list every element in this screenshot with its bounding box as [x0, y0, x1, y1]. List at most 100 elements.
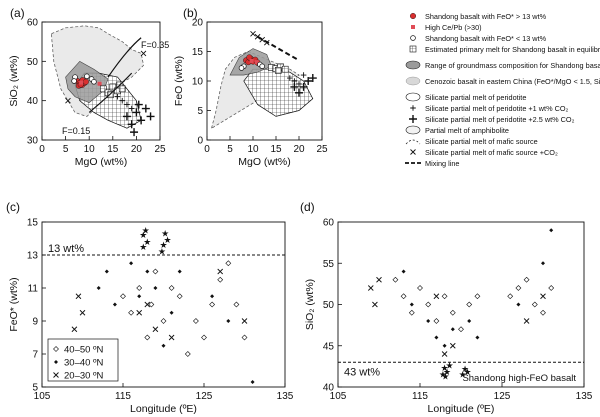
data-point	[259, 63, 265, 69]
data-point: ★	[164, 235, 172, 245]
data-point	[259, 36, 266, 43]
plot-frame	[41, 21, 161, 141]
data-point	[295, 88, 303, 97]
data-point	[201, 334, 207, 341]
y-tick-label: 40	[323, 383, 335, 394]
annotation-f-035: F=0.35	[141, 40, 169, 50]
data-point	[176, 293, 183, 300]
legend-item: 30–40 ºN	[64, 358, 104, 369]
x-axis-label: MgO (wt%)	[238, 156, 291, 168]
y-axis-label: FeO (wt%)	[173, 56, 185, 106]
data-point	[523, 276, 530, 283]
series-40-50-n	[120, 260, 248, 357]
data-point	[287, 75, 293, 81]
data-point	[441, 293, 448, 300]
y-axis-label: SiO₂ (wt%)	[8, 55, 20, 106]
data-point	[225, 260, 232, 267]
series-high-ce-pb-30-	[79, 80, 102, 86]
data-point	[134, 100, 143, 109]
y-tick-label: 60	[323, 218, 335, 229]
legend-label: Shandong basalt with FeO* > 13 wt%	[425, 12, 547, 21]
data-point	[274, 67, 282, 74]
legend-row: Estimated primary melt for Shandong basa…	[409, 45, 600, 54]
legend-label: Silicate partial melt of peridotite +1 w…	[425, 104, 569, 113]
legend-label: Range of groundmass composition for Shan…	[425, 61, 600, 70]
data-point	[246, 54, 253, 61]
svg-text:★: ★	[459, 370, 467, 380]
panel-label: (c)	[6, 200, 20, 214]
data-point	[540, 309, 546, 316]
data-point	[254, 60, 259, 65]
data-point	[401, 269, 406, 274]
x-tick-label: 5	[63, 144, 69, 155]
data-point	[300, 72, 307, 78]
data-point	[71, 78, 77, 84]
series-silicate-partial-melt-of-peridotite-1-wt-co-	[114, 93, 135, 112]
data-point	[100, 85, 107, 93]
data-point	[82, 78, 89, 85]
svg-text:★: ★	[164, 235, 172, 245]
x-tick-label: 0	[39, 144, 45, 155]
data-point: ★	[459, 370, 467, 380]
data-point	[112, 302, 117, 307]
data-point	[250, 380, 255, 385]
svg-text:★: ★	[445, 361, 453, 371]
legend-row: Silicate partial melt of mafic source +C…	[410, 148, 558, 157]
series-40-50-n	[392, 276, 555, 333]
data-point	[168, 285, 175, 291]
svg-text:★: ★	[142, 225, 150, 235]
series-shandong-basalt-with-feo-13-wt-	[238, 61, 265, 71]
data-point	[249, 58, 254, 63]
data-point: ★	[445, 361, 453, 371]
series-silicate-partial-melt-of-mafic-source-co-	[250, 30, 270, 46]
svg-text:★: ★	[439, 370, 447, 380]
x-tick-label: 20	[293, 144, 305, 155]
data-point	[281, 65, 289, 73]
x-tick-label: 10	[247, 144, 259, 155]
data-point	[233, 301, 240, 308]
svg-text:★: ★	[443, 367, 451, 377]
data-point	[65, 97, 71, 104]
legend-row: Silicate partial melt of mafic source	[405, 137, 538, 146]
data-point: ★	[139, 230, 147, 240]
data-point: ★	[161, 229, 169, 239]
y-tick-label: 60	[27, 18, 39, 29]
y-tick-label: 50	[27, 57, 39, 68]
x-axis-label: MgO (wt%)	[75, 156, 128, 168]
data-point	[434, 335, 439, 340]
y-tick-label: 11	[28, 284, 39, 295]
y-tick-label: 55	[323, 259, 335, 270]
data-point: ★	[443, 367, 451, 377]
data-point	[217, 268, 224, 275]
data-point	[408, 309, 415, 316]
x-axis-label: Longitude (ºE)	[130, 403, 197, 415]
cenozoic-region	[51, 25, 144, 117]
data-point	[137, 116, 146, 125]
series-shandong-high-feo-basalt: ★★★★★★★★	[439, 361, 472, 382]
data-point	[96, 286, 101, 290]
data-point	[128, 105, 135, 112]
legend-label: Silicate partial melt of peridotite +2.5…	[425, 115, 575, 124]
x-tick-label: 0	[204, 144, 210, 155]
data-point	[548, 285, 555, 291]
panel-c: 13 wt% ★★★★ ★★★★105 115 125 135579111315Longi…	[6, 200, 294, 415]
series-silicate-partial-melt-of-peridotite-2-5-wt-co-	[290, 74, 317, 97]
legend-row: High Ce/Pb (>30)	[411, 23, 482, 32]
data-point	[458, 326, 464, 333]
legend-item: 20–30 ºN	[64, 371, 104, 382]
legend-row: Silicate partial melt of peridotite +2.5…	[409, 115, 575, 124]
data-point	[132, 108, 141, 117]
panel-d: 43 wt% ★★★★★★★★ 105 115 125 135 40 45 50 55 60 Long…	[300, 200, 593, 415]
data-point	[160, 318, 167, 324]
data-point	[169, 310, 174, 315]
data-point	[238, 65, 245, 71]
y-tick-label: 50	[323, 300, 335, 311]
data-point: ★	[143, 237, 151, 247]
data-point	[97, 81, 102, 86]
data-point	[442, 343, 447, 348]
data-point	[304, 77, 313, 85]
legend-label: Estimated primary melt for Shandong basa…	[425, 45, 600, 54]
legend-label: Cenozoic basalt in eastern China (FeO*/M…	[425, 77, 600, 86]
shandong-annotation: Shandong high-FeO basalt	[462, 373, 576, 384]
